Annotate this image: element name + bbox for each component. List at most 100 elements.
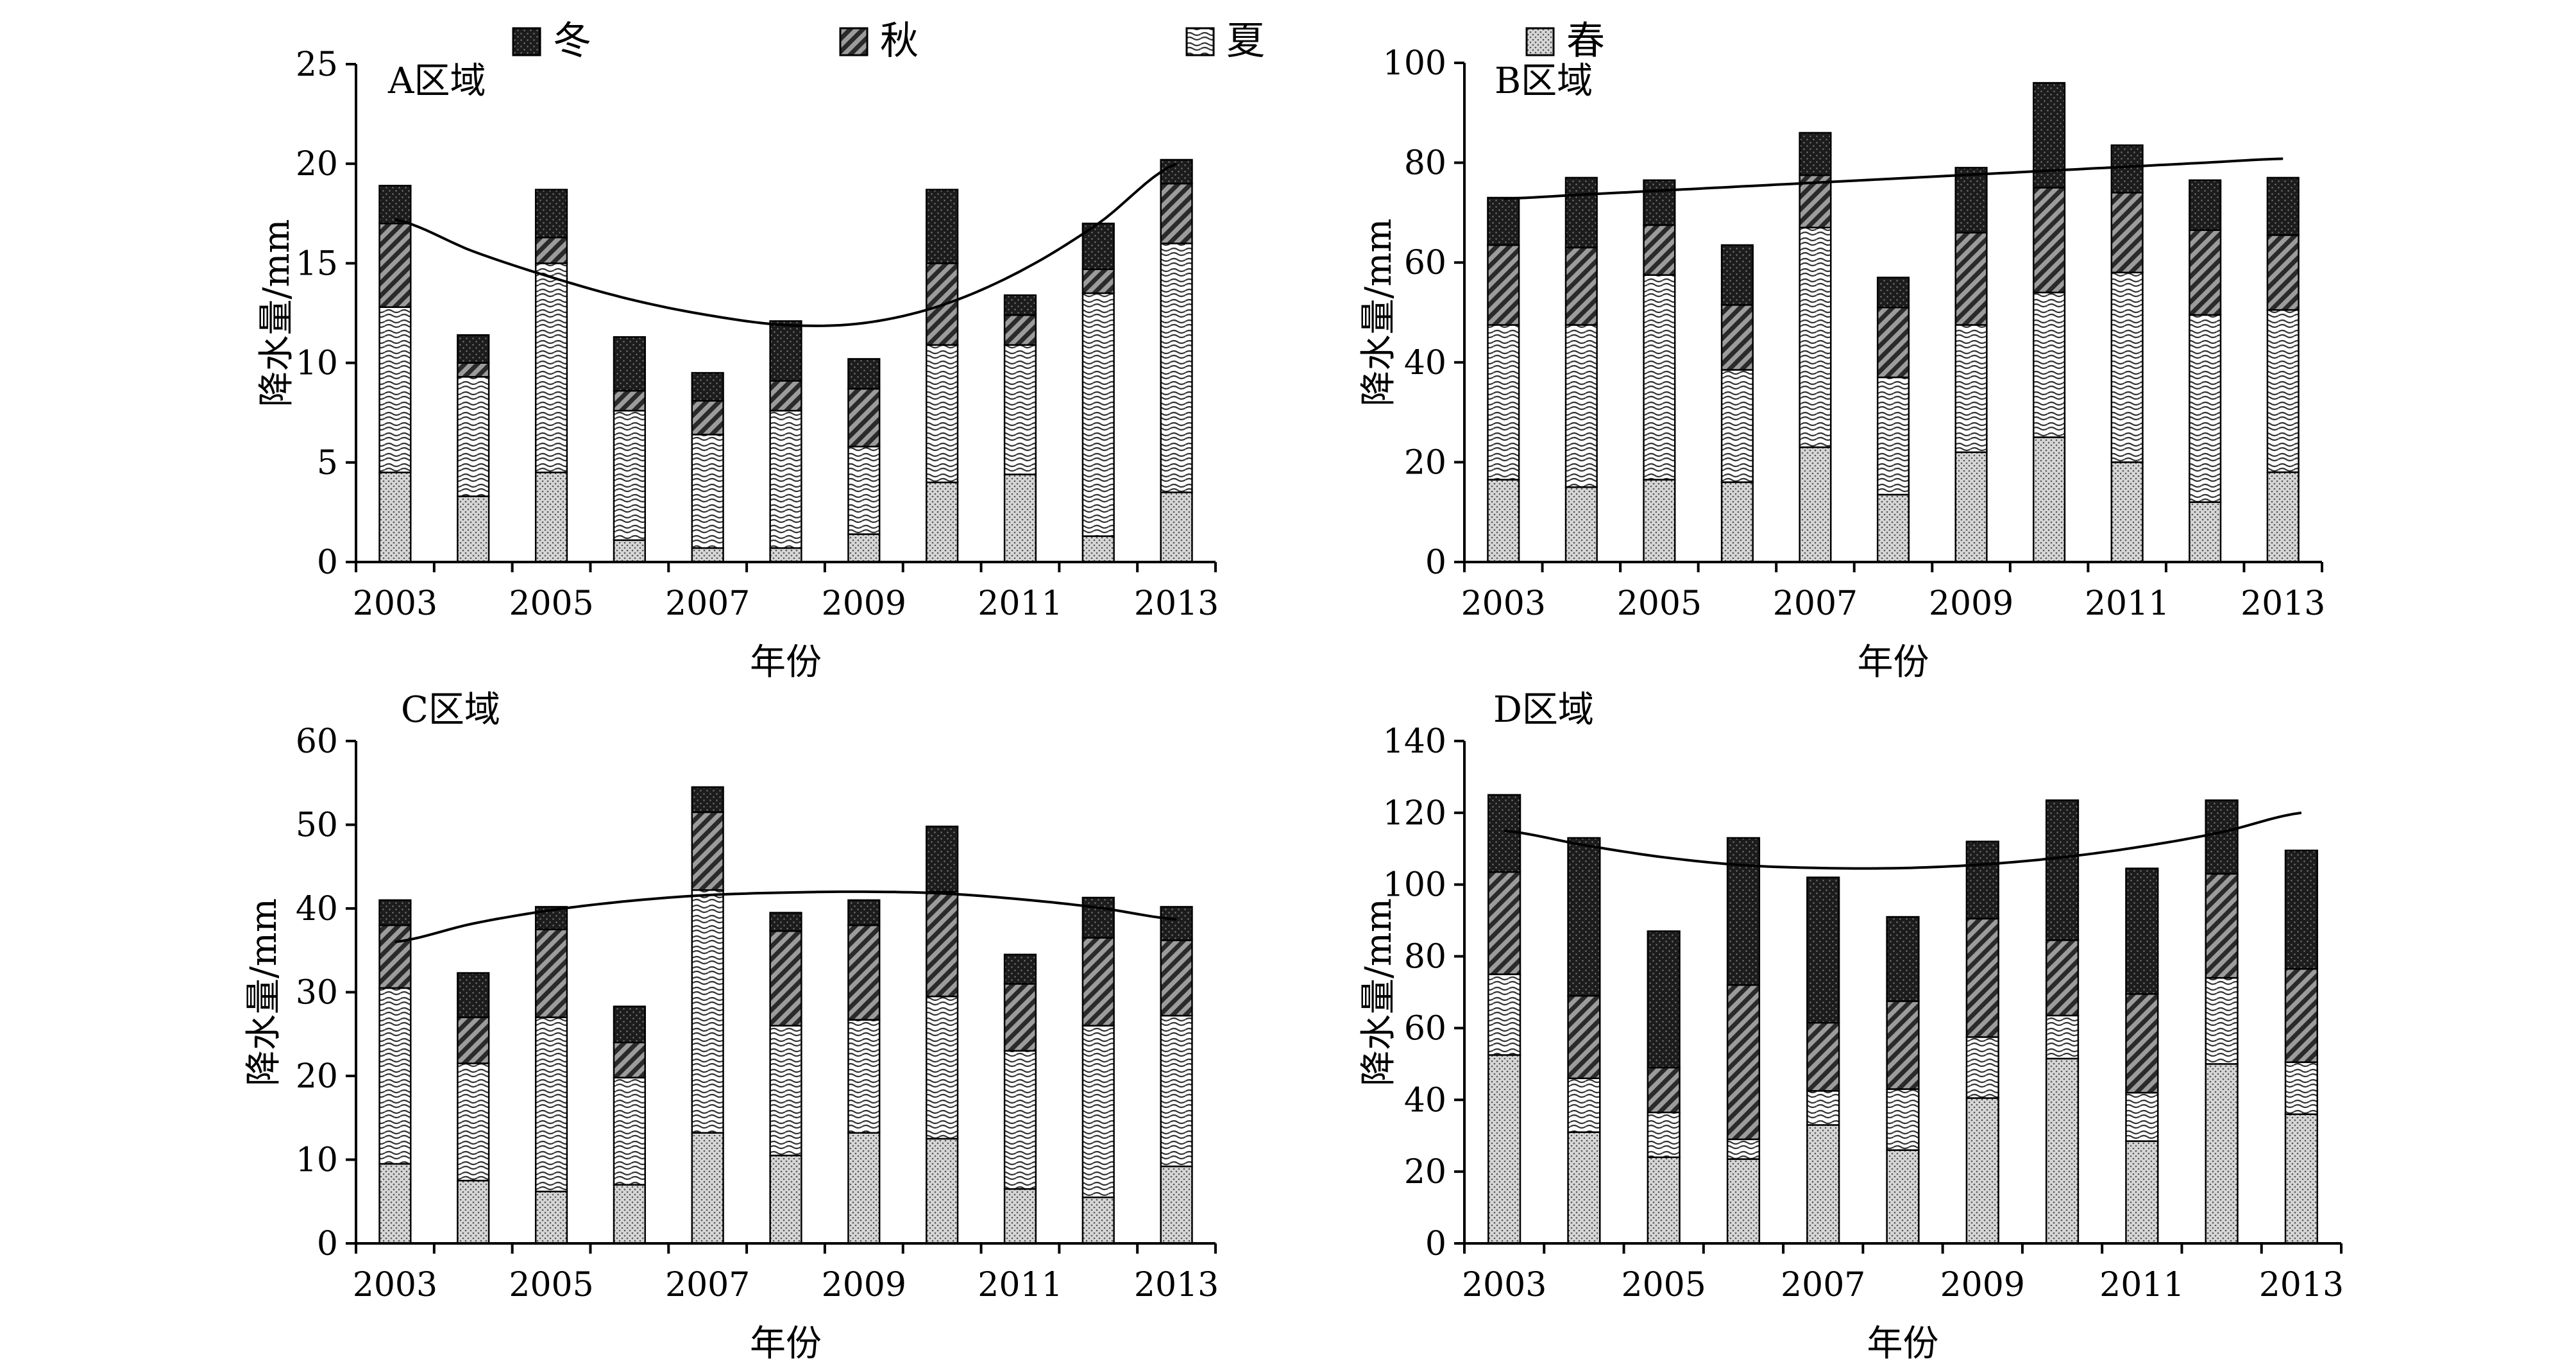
bar-segment [1003, 1188, 1037, 1245]
bar-segment [2045, 939, 2080, 1017]
bar-segment [613, 336, 646, 392]
trend-line [394, 890, 1177, 944]
legend-swatch-winter [512, 27, 541, 56]
y-tick-label: 60 [1404, 244, 1446, 282]
bar-segment [1720, 304, 1754, 371]
x-tick-label: 2009 [822, 1266, 906, 1304]
bar-segment [926, 344, 959, 484]
y-tick-label: 0 [1425, 1225, 1446, 1263]
y-tick-label: 20 [1404, 443, 1446, 482]
y-tick-label: 50 [296, 806, 338, 845]
bar-segment [613, 1005, 646, 1044]
bar-segment [1487, 794, 1521, 873]
bar-segment [2045, 799, 2080, 941]
x-tick-label: 2005 [509, 584, 593, 623]
y-tick-label: 80 [1404, 144, 1446, 183]
bar-segment [1726, 1158, 1761, 1245]
bar-segment [1726, 837, 1761, 986]
bar-segment [1487, 196, 1520, 246]
legend-swatch-summer [1185, 27, 1215, 56]
legend-label: 冬 [553, 19, 591, 64]
bar-segment [1954, 167, 1988, 234]
bar-segment [769, 1025, 802, 1157]
x-tick-label: 2003 [353, 1266, 437, 1304]
bar-segment [1081, 937, 1115, 1027]
y-tick-label: 120 [1383, 794, 1446, 833]
bar-segment [1003, 983, 1037, 1052]
bar-segment [926, 825, 959, 893]
bar-segment [2189, 179, 2222, 231]
bar-segment [1487, 324, 1520, 481]
x-tick-label: 2011 [978, 584, 1062, 623]
x-tick-label: 2009 [1940, 1266, 2025, 1304]
y-tick-label: 0 [1425, 543, 1446, 582]
x-tick-label: 2007 [1773, 584, 1858, 623]
x-tick-label: 2005 [1617, 584, 1702, 623]
bar-segment [769, 380, 802, 412]
x-axis-title: 年份 [750, 642, 822, 683]
bar-segment [926, 891, 959, 998]
bar-segment [2284, 1113, 2318, 1245]
x-tick-label: 2013 [1134, 1266, 1219, 1304]
bar-segment [1799, 132, 1832, 176]
x-tick-label: 2009 [822, 584, 906, 623]
chart-panel-2: 0 20 40 60 80 100 2003 2005 2007 2009 2011 2013 B区域年… [1358, 44, 2325, 683]
bar-segment [2189, 229, 2222, 316]
bar-segment [2284, 968, 2318, 1063]
bar-segment [2266, 471, 2300, 563]
legend-label: 秋 [880, 19, 919, 64]
bar-segment [2110, 192, 2144, 274]
bar-segment [2110, 271, 2144, 463]
bar-segment [534, 262, 568, 473]
bar-segment [1954, 324, 1988, 454]
y-axis-title: 降水量/mm [1358, 218, 1400, 406]
bar-segment [1647, 930, 1681, 1069]
bar-segment [378, 306, 412, 473]
bar-segment [691, 434, 724, 549]
bar-segment [1081, 896, 1115, 939]
x-tick-label: 2005 [1622, 1266, 1706, 1304]
bar-segment [847, 533, 881, 563]
bar-segment [1876, 493, 1910, 563]
bar-segment [2266, 176, 2300, 236]
x-tick-label: 2003 [1461, 584, 1546, 623]
bar-segment [613, 539, 646, 563]
bar-segment [1806, 1124, 1840, 1245]
bar-segment [2266, 309, 2300, 473]
bar-segment [613, 1184, 646, 1245]
bar-segment [847, 1019, 881, 1134]
bar-segment [1567, 1131, 1601, 1245]
bar-segment [1720, 369, 1754, 483]
bar-segment [534, 1016, 568, 1193]
bar-segment [1965, 840, 1999, 920]
bar-segment [534, 189, 568, 239]
y-tick-label: 25 [296, 46, 338, 84]
bar-segment [2110, 461, 2144, 563]
y-tick-label: 0 [317, 1225, 338, 1263]
bar-segment [613, 1041, 646, 1078]
bar-segment [769, 547, 802, 563]
legend-item: 秋 [839, 19, 919, 64]
bar-segment [2033, 436, 2066, 563]
bar-segment [2284, 849, 2318, 970]
bar-segment [457, 1062, 490, 1182]
bar-segment [1886, 1088, 1920, 1151]
bar-segment [1487, 973, 1521, 1056]
bar-segment [1886, 1000, 1920, 1090]
bar-segment [1876, 277, 1910, 309]
x-tick-label: 2007 [665, 584, 750, 623]
panel-title: A区域 [387, 60, 486, 102]
trend-line [1503, 157, 2284, 200]
bar-segment [1003, 953, 1037, 985]
bar-segment [926, 481, 959, 563]
bar-segment [1567, 994, 1601, 1079]
bar-segment [1886, 916, 1920, 1002]
bar-segment [1564, 176, 1598, 249]
bar-segment [1965, 917, 1999, 1038]
bar-segment [1567, 837, 1601, 997]
bar-segment [534, 928, 568, 1018]
bar-segment [926, 995, 959, 1140]
bar-segment [691, 889, 724, 1134]
bar-segment [1726, 1138, 1761, 1160]
bar-segment [1564, 324, 1598, 488]
